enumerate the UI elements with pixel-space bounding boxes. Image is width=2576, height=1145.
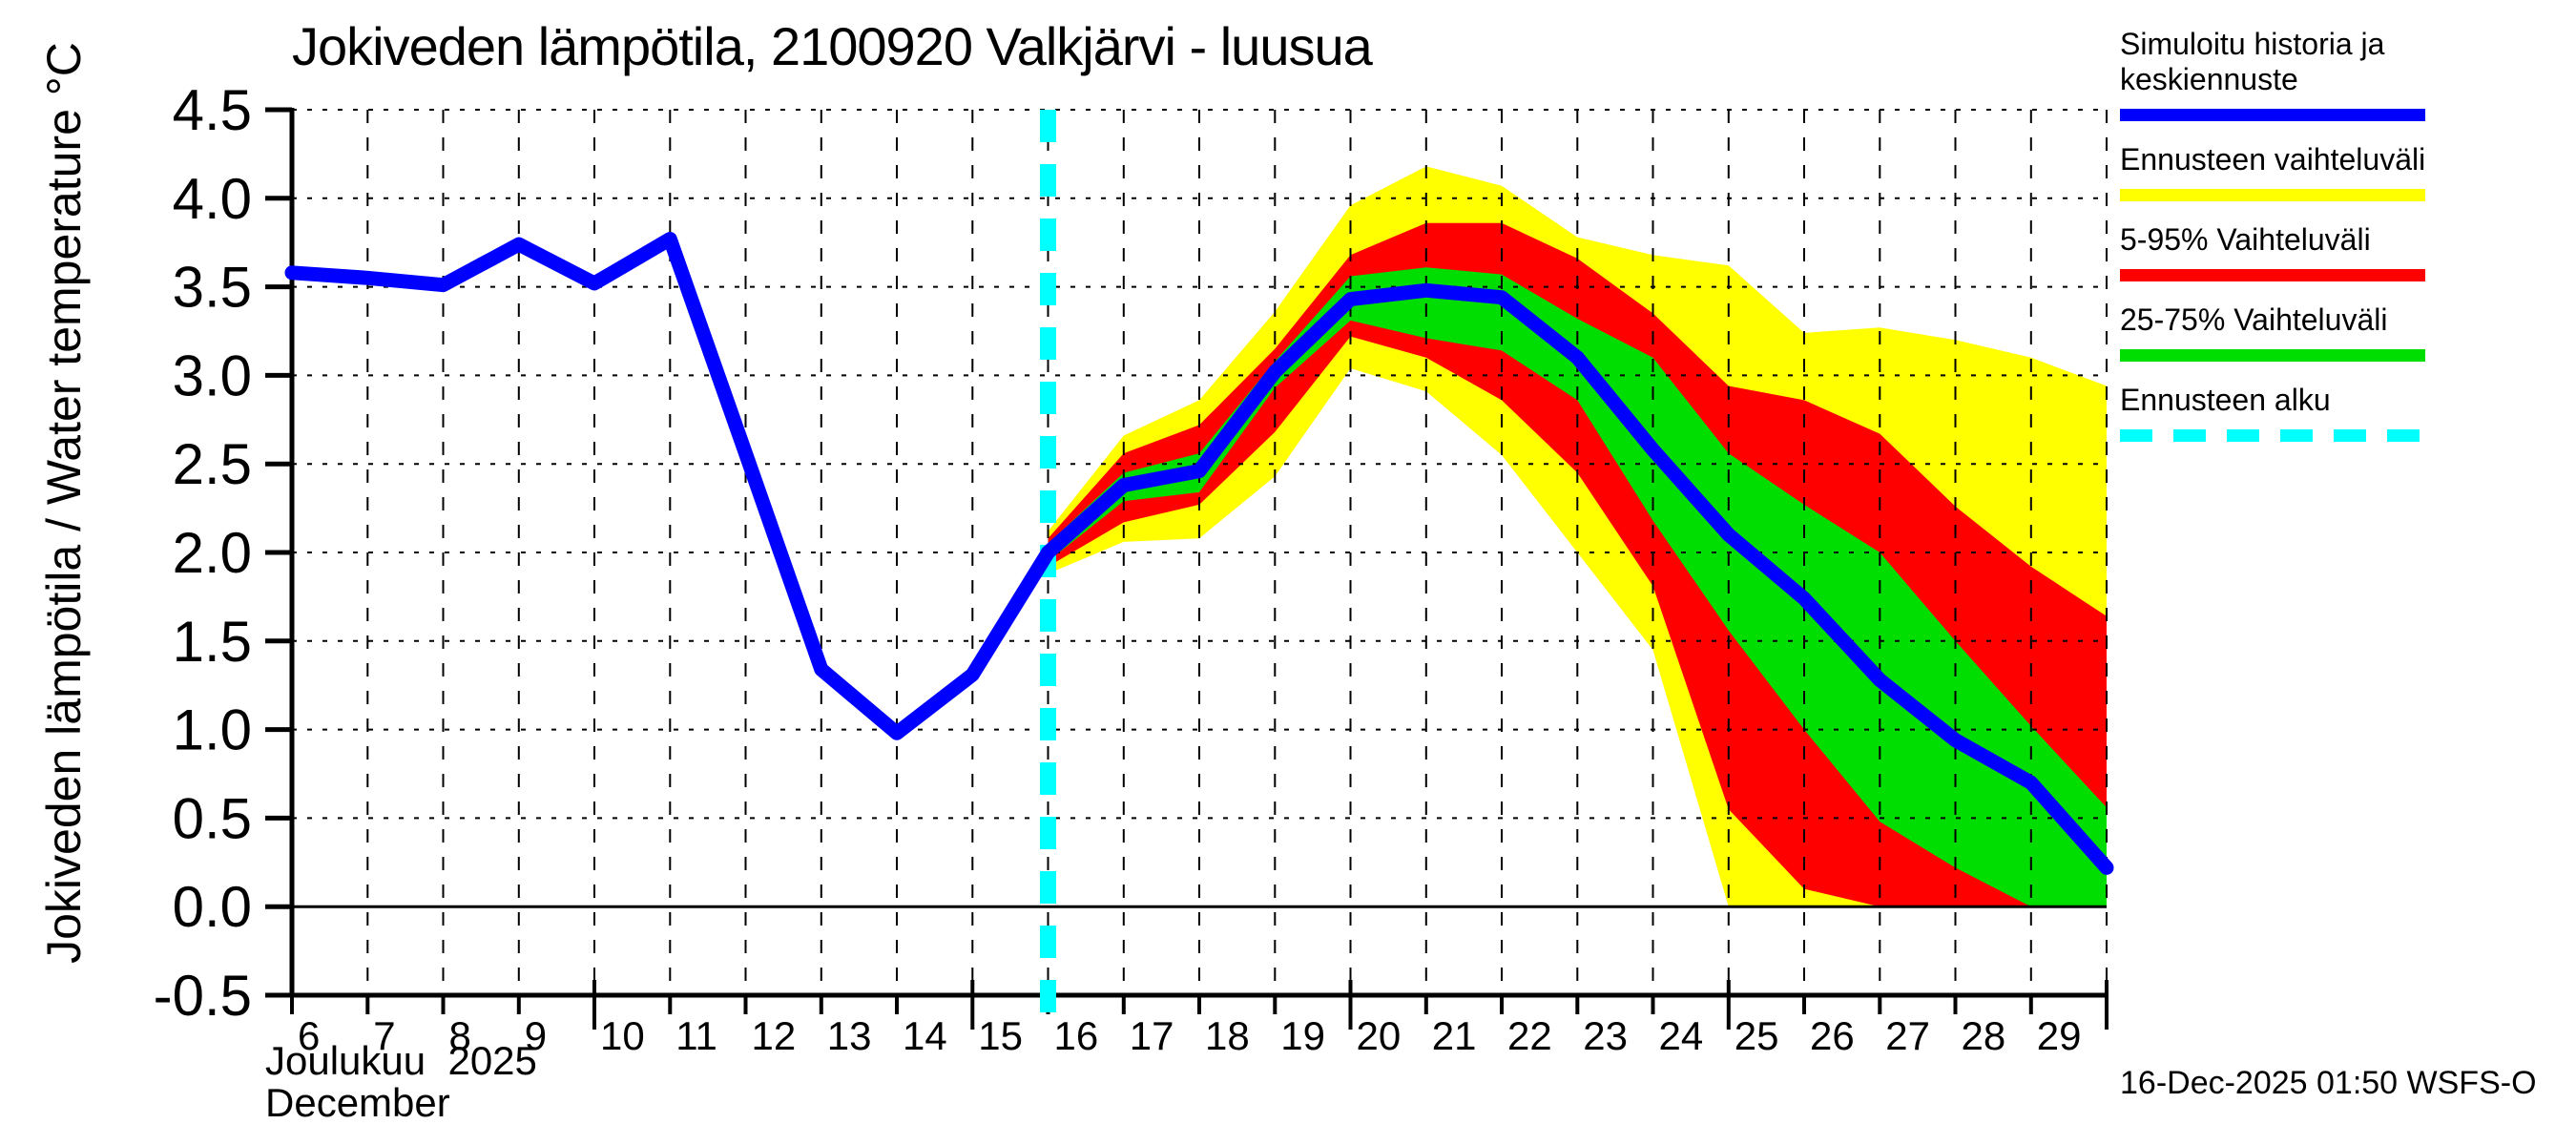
x-axis-month-label-en: December — [265, 1080, 450, 1125]
y-tick-label: 1.5 — [173, 610, 252, 674]
x-tick-label: 26 — [1810, 1013, 1855, 1058]
legend-item-forecast-start: Ennusteen alku — [2120, 383, 2502, 442]
p25-75-band — [1048, 267, 2107, 907]
legend-item-history-median: Simuloitu historia ja keskiennuste — [2120, 27, 2502, 121]
x-tick-label: 19 — [1280, 1013, 1325, 1058]
y-tick-label: 2.0 — [173, 521, 252, 585]
legend-label: 5-95% Vaihteluväli — [2120, 222, 2371, 257]
x-tick-label: 23 — [1583, 1013, 1628, 1058]
x-axis-month-label-fi: Joulukuu 2025 — [265, 1038, 537, 1083]
x-tick-label: 13 — [827, 1013, 872, 1058]
x-tick-label: 9 — [525, 1013, 547, 1058]
x-tick-label: 7 — [373, 1013, 395, 1058]
x-tick-label: 27 — [1885, 1013, 1930, 1058]
forecast-start-line-swatch — [2120, 429, 2425, 442]
p25-75-band-swatch — [2120, 349, 2425, 362]
x-tick-label: 11 — [675, 1013, 717, 1058]
y-tick-label: 3.5 — [173, 256, 252, 320]
x-tick-label: 17 — [1130, 1013, 1174, 1058]
timestamp: 16-Dec-2025 01:50 WSFS-O — [2120, 1065, 2537, 1101]
x-tick-label: 18 — [1205, 1013, 1250, 1058]
x-tick-label: 14 — [903, 1013, 947, 1058]
chart-title: Jokiveden lämpötila, 2100920 Valkjärvi -… — [292, 16, 1373, 76]
p5-95-band-swatch — [2120, 269, 2425, 281]
x-tick-label: 6 — [298, 1013, 320, 1058]
y-tick-label: 0.5 — [173, 786, 252, 850]
x-tick-label: 21 — [1432, 1013, 1477, 1058]
legend-label: Ennusteen vaihteluväli — [2120, 142, 2426, 177]
y-tick-label: 4.0 — [173, 167, 252, 231]
x-tick-label: 28 — [1962, 1013, 2006, 1058]
x-tick-label: 16 — [1054, 1013, 1099, 1058]
x-tick-label: 22 — [1507, 1013, 1552, 1058]
x-tick-label: 24 — [1659, 1013, 1704, 1058]
x-tick-label: 12 — [752, 1013, 797, 1058]
y-tick-label: 2.5 — [173, 432, 252, 496]
history-median-line — [284, 232, 1055, 740]
history-median-line-swatch — [2120, 109, 2425, 121]
x-tick-label: 8 — [449, 1013, 471, 1058]
y-tick-label: 0.0 — [173, 875, 252, 939]
forecast-median-line — [1041, 282, 2114, 875]
y-tick-label: 3.0 — [173, 344, 252, 407]
x-tick-label: 15 — [978, 1013, 1023, 1058]
legend-item-25-75: 25-75% Vaihteluväli — [2120, 302, 2502, 362]
x-tick-label: 20 — [1357, 1013, 1402, 1058]
x-tick-label: 25 — [1735, 1013, 1779, 1058]
y-tick-label: 1.0 — [173, 698, 252, 762]
legend-item-5-95: 5-95% Vaihteluväli — [2120, 222, 2502, 281]
x-tick-label: 29 — [2037, 1013, 2082, 1058]
y-axis-label: Jokiveden lämpötila / Water temperature … — [37, 42, 91, 964]
y-axis: 4.5 4.0 3.5 3.0 2.5 2.0 1.5 1.0 0.5 0.0 -0.5 — [154, 78, 295, 1028]
x-axis: 6 7 8 9 10 11 12 13 14 15 16 17 18 19 20 21 22 23 24 25 26 27… — [286, 980, 2109, 1058]
x-tick-label: 10 — [600, 1013, 645, 1058]
legend-label: Simuloitu historia ja keskiennuste — [2120, 27, 2385, 96]
full-range-band-swatch — [2120, 189, 2425, 201]
legend: Simuloitu historia ja keskiennuste Ennus… — [2120, 27, 2502, 463]
y-tick-label: -0.5 — [154, 964, 252, 1028]
legend-item-full-range: Ennusteen vaihteluväli — [2120, 142, 2502, 201]
legend-label: 25-75% Vaihteluväli — [2120, 302, 2388, 337]
y-tick-label: 4.5 — [173, 78, 252, 142]
legend-label: Ennusteen alku — [2120, 383, 2331, 417]
